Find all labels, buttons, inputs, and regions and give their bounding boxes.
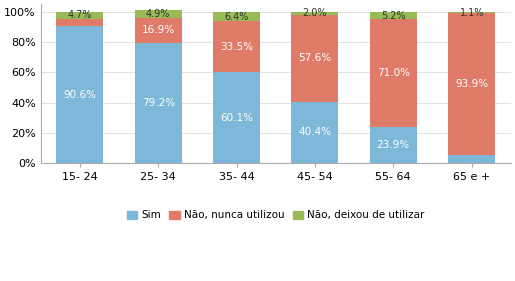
Text: 5.2%: 5.2% <box>381 10 406 21</box>
Text: 16.9%: 16.9% <box>142 25 175 35</box>
Bar <box>135 43 182 163</box>
Bar <box>213 12 260 21</box>
Bar <box>213 72 260 163</box>
Bar <box>448 12 495 13</box>
Bar <box>213 21 260 72</box>
Text: 23.9%: 23.9% <box>377 140 410 150</box>
Bar <box>56 26 104 163</box>
Text: 2.0%: 2.0% <box>303 8 327 18</box>
Bar <box>56 12 104 19</box>
Bar <box>370 12 417 19</box>
Bar <box>291 12 338 15</box>
Text: 57.6%: 57.6% <box>298 53 332 63</box>
Text: 71.0%: 71.0% <box>377 68 410 78</box>
Text: 90.6%: 90.6% <box>63 90 96 99</box>
Bar <box>370 19 417 127</box>
Bar <box>291 15 338 102</box>
Bar <box>448 13 495 155</box>
Bar <box>135 18 182 43</box>
Bar <box>135 10 182 18</box>
Text: 79.2%: 79.2% <box>142 98 175 108</box>
Bar <box>448 155 495 163</box>
Text: 33.5%: 33.5% <box>220 42 253 52</box>
Text: 1.1%: 1.1% <box>459 8 484 18</box>
Text: 93.9%: 93.9% <box>455 80 488 89</box>
Text: 4.7%: 4.7% <box>67 10 92 20</box>
Bar <box>370 127 417 163</box>
Text: 4.9%: 4.9% <box>146 9 170 19</box>
Bar <box>56 19 104 26</box>
Text: 6.4%: 6.4% <box>225 12 249 22</box>
Bar <box>291 102 338 163</box>
Legend: Sim, Não, nunca utilizou, Não, deixou de utilizar: Sim, Não, nunca utilizou, Não, deixou de… <box>123 206 429 225</box>
Text: 40.4%: 40.4% <box>298 128 332 137</box>
Text: 60.1%: 60.1% <box>220 113 253 123</box>
